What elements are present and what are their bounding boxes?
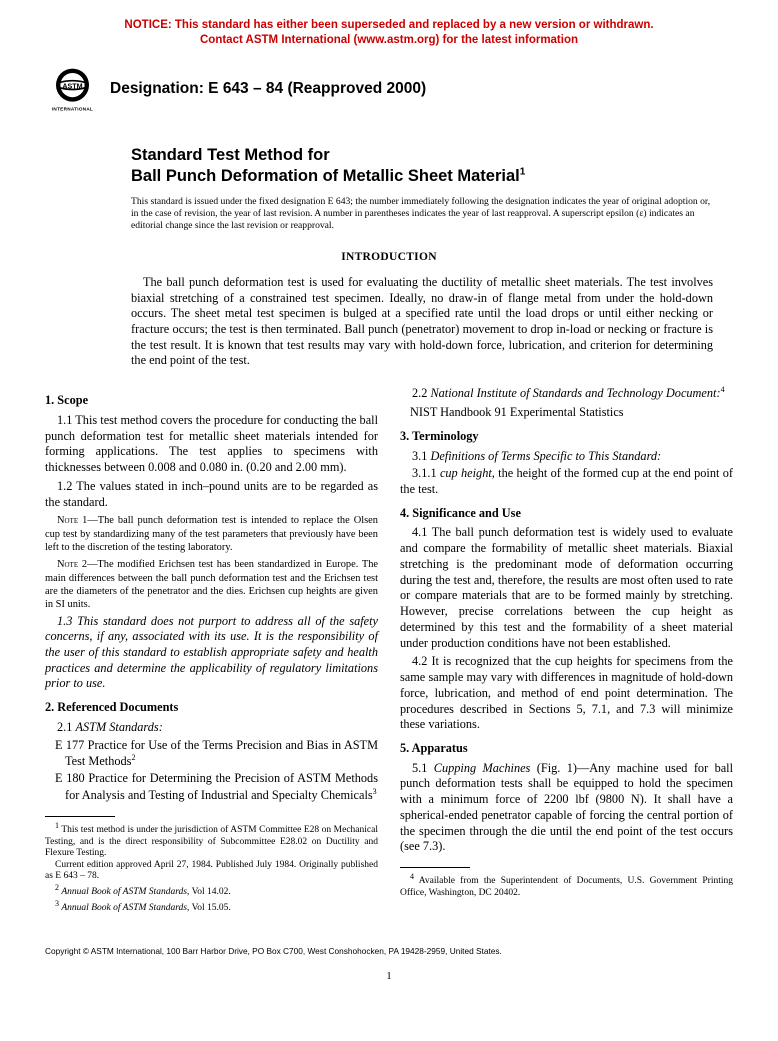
note1-text: —The ball punch deformation test is inte… bbox=[45, 515, 378, 553]
issuance-note: This standard is issued under the fixed … bbox=[131, 196, 713, 232]
para-4-2: 4.2 It is recognized that the cup height… bbox=[400, 654, 733, 733]
fn3-text: Annual Book of ASTM Standards bbox=[61, 903, 187, 913]
para-4-1: 4.1 The ball punch deformation test is w… bbox=[400, 525, 733, 651]
section-1-head: 1. Scope bbox=[45, 393, 378, 409]
p2-2-num: 2.2 bbox=[412, 386, 430, 400]
title-block: Standard Test Method for Ball Punch Defo… bbox=[131, 145, 733, 186]
header: ASTM INTERNATIONAL Designation: E 643 – … bbox=[45, 62, 733, 117]
footnote-3: 3 Annual Book of ASTM Standards, Vol 15.… bbox=[45, 899, 378, 915]
withdrawal-notice: NOTICE: This standard has either been su… bbox=[45, 18, 733, 48]
page-number: 1 bbox=[45, 969, 733, 983]
note-1: Note 1—The ball punch deformation test i… bbox=[45, 514, 378, 554]
left-column: 1. Scope 1.1 This test method covers the… bbox=[45, 385, 378, 914]
footnote-2: 2 Annual Book of ASTM Standards, Vol 14.… bbox=[45, 883, 378, 899]
ref2-text: Practice for Determining the Precision o… bbox=[65, 771, 378, 802]
section-2-head: 2. Referenced Documents bbox=[45, 700, 378, 716]
section-4-head: 4. Significance and Use bbox=[400, 506, 733, 522]
footnote-rule-left bbox=[45, 816, 115, 817]
para-1-1: 1.1 This test method covers the procedur… bbox=[45, 413, 378, 476]
fn4-text: Available from the Superintendent of Doc… bbox=[400, 876, 733, 898]
notice-line2: Contact ASTM International (www.astm.org… bbox=[200, 34, 578, 46]
footnote-1b: Current edition approved April 27, 1984.… bbox=[45, 860, 378, 883]
ref1-text: Practice for Use of the Terms Precision … bbox=[65, 738, 378, 769]
p3-1-title: Definitions of Terms Specific to This St… bbox=[430, 449, 661, 463]
svg-text:ASTM: ASTM bbox=[62, 82, 82, 90]
body-columns: 1. Scope 1.1 This test method covers the… bbox=[45, 385, 733, 914]
title-footnote-mark: 1 bbox=[520, 166, 526, 177]
para-2-2: 2.2 National Institute of Standards and … bbox=[400, 385, 733, 402]
fn2-mark: 2 bbox=[55, 883, 59, 892]
fn3-mark: 3 bbox=[55, 899, 59, 908]
fn1-text: This test method is under the jurisdicti… bbox=[45, 825, 378, 858]
right-column: 2.2 National Institute of Standards and … bbox=[400, 385, 733, 914]
para-5-1: 5.1 Cupping Machines (Fig. 1)—Any machin… bbox=[400, 761, 733, 855]
fn3-vol: , Vol 15.05. bbox=[187, 903, 231, 913]
p2-1-title: ASTM Standards: bbox=[75, 720, 162, 734]
svg-text:INTERNATIONAL: INTERNATIONAL bbox=[52, 106, 93, 111]
designation: Designation: E 643 – 84 (Reapproved 2000… bbox=[110, 79, 426, 99]
p5-1-num: 5.1 bbox=[412, 761, 434, 775]
ref-e177: E 177 Practice for Use of the Terms Prec… bbox=[45, 738, 378, 771]
note1-label: Note 1 bbox=[57, 515, 87, 526]
section-5-head: 5. Apparatus bbox=[400, 741, 733, 757]
introduction-heading: INTRODUCTION bbox=[45, 250, 733, 265]
p5-1-term: Cupping Machines bbox=[434, 761, 531, 775]
copyright-line: Copyright © ASTM International, 100 Barr… bbox=[45, 946, 733, 957]
para-3-1: 3.1 Definitions of Terms Specific to Thi… bbox=[400, 449, 733, 465]
p2-2-title: National Institute of Standards and Tech… bbox=[430, 386, 720, 400]
note2-label: Note 2 bbox=[57, 559, 87, 570]
ref1-footmark: 2 bbox=[131, 753, 135, 762]
footnote-4: 4 Available from the Superintendent of D… bbox=[400, 872, 733, 899]
para-3-1-1: 3.1.1 cup height, the height of the form… bbox=[400, 466, 733, 497]
fn2-vol: , Vol 14.02. bbox=[187, 887, 231, 897]
notice-line1: NOTICE: This standard has either been su… bbox=[124, 19, 653, 31]
para-2-1: 2.1 ASTM Standards: bbox=[45, 720, 378, 736]
note2-text: —The modified Erichsen test has been sta… bbox=[45, 559, 378, 610]
p5-1-fig: (Fig. 1) bbox=[530, 761, 577, 775]
document-title: Standard Test Method for Ball Punch Defo… bbox=[131, 145, 733, 186]
fn2-text: Annual Book of ASTM Standards bbox=[61, 887, 187, 897]
para-1-2: 1.2 The values stated in inch–pound unit… bbox=[45, 479, 378, 510]
ref1-code: E 177 bbox=[55, 738, 84, 752]
ref2-footmark: 3 bbox=[373, 787, 377, 796]
introduction-paragraph: The ball punch deformation test is used … bbox=[131, 275, 713, 369]
p3-1-1-term: cup height bbox=[440, 466, 492, 480]
p3-1-1-num: 3.1.1 bbox=[412, 466, 440, 480]
p2-2-footmark: 4 bbox=[721, 385, 725, 394]
footnote-rule-right bbox=[400, 867, 470, 868]
para-1-3: 1.3 This standard does not purport to ad… bbox=[45, 614, 378, 693]
title-line1: Standard Test Method for bbox=[131, 146, 330, 164]
footnote-1: 1 This test method is under the jurisdic… bbox=[45, 821, 378, 860]
p2-1-num: 2.1 bbox=[57, 720, 75, 734]
note-2: Note 2—The modified Erichsen test has be… bbox=[45, 558, 378, 611]
ref2-code: E 180 bbox=[55, 771, 85, 785]
title-line2: Ball Punch Deformation of Metallic Sheet… bbox=[131, 167, 520, 185]
ref-e180: E 180 Practice for Determining the Preci… bbox=[45, 771, 378, 804]
section-3-head: 3. Terminology bbox=[400, 429, 733, 445]
ref-nist: NIST Handbook 91 Experimental Statistics bbox=[400, 405, 733, 421]
p3-1-num: 3.1 bbox=[412, 449, 430, 463]
astm-logo: ASTM INTERNATIONAL bbox=[45, 62, 100, 117]
